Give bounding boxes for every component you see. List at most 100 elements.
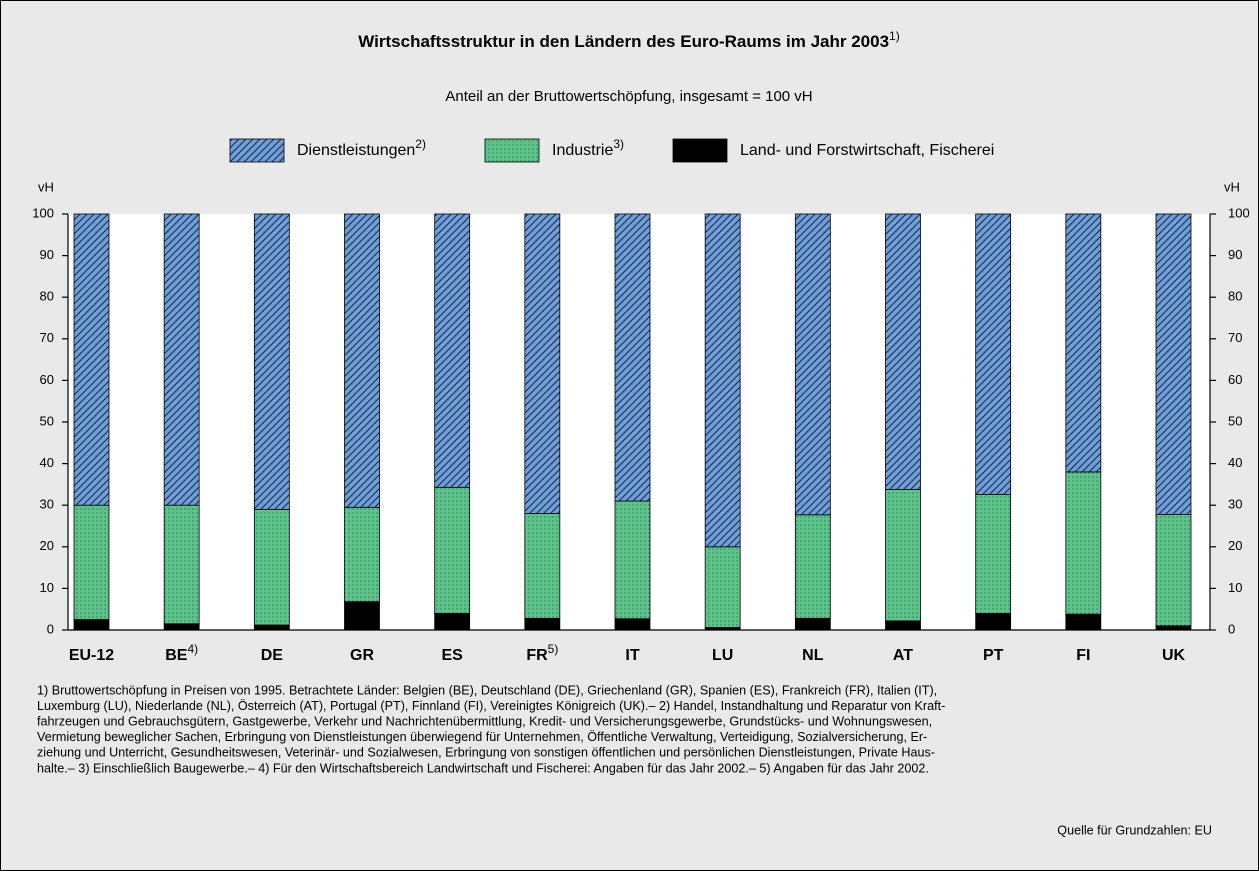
bar-segment [614, 618, 651, 631]
bar-segment [1155, 625, 1192, 631]
category-name: FI [1076, 647, 1090, 664]
bar-segment [253, 624, 290, 631]
title-text: Wirtschaftsstruktur in den Ländern des E… [358, 32, 889, 51]
x-tick-label: BE4) [165, 642, 198, 664]
bar-segment [73, 213, 110, 506]
title-footnote: 1) [889, 29, 900, 43]
y2-axis-label: vH [1224, 179, 1240, 194]
category-name: UK [1162, 647, 1186, 664]
category-name: PT [983, 647, 1004, 664]
y-tick-label: 60 [40, 372, 54, 387]
x-tick-label: IT [625, 647, 639, 664]
category-name: BE [165, 647, 188, 664]
bar-segment [524, 213, 561, 514]
bar-segment [73, 619, 110, 631]
footnote-line: fahrzeugen und Gebrauchsgütern, Gastgewe… [37, 715, 932, 729]
category-name: DE [261, 647, 284, 664]
bar-segment [163, 623, 200, 631]
y2-tick-label: 70 [1228, 330, 1242, 345]
y-axis-label: vH [38, 179, 54, 194]
bar-segment [704, 213, 741, 548]
legend-label: Dienstleistungen2) [297, 137, 426, 159]
bar-segment [524, 513, 561, 619]
bar-segment [73, 504, 110, 621]
bar-segment [1065, 471, 1102, 615]
y-tick-label: 40 [40, 455, 54, 470]
bar-segment [434, 486, 471, 614]
y2-tick-label: 20 [1228, 538, 1242, 553]
subtitle: Anteil an der Bruttowertschöpfung, insge… [445, 88, 812, 105]
category-footnote: 5) [548, 642, 559, 656]
legend-name: Land- und Forstwirtschaft, Fischerei [740, 142, 994, 159]
footnote-line: 1) Bruttowertschöpfung in Preisen von 19… [37, 683, 937, 697]
footnote-line: halte.– 3) Einschließlich Baugewerbe.– 4… [37, 761, 929, 775]
bar-segment [794, 617, 831, 631]
x-tick-label: LU [712, 647, 733, 664]
bar-segment [163, 504, 200, 625]
y2-tick-label: 0 [1228, 621, 1235, 636]
legend-name: Dienstleistungen [297, 142, 415, 159]
category-name: GR [350, 647, 374, 664]
legend-footnote: 2) [415, 137, 426, 151]
category-name: NL [802, 647, 824, 664]
y2-tick-label: 100 [1228, 205, 1250, 220]
bar-segment [794, 213, 831, 516]
x-tick-label: AT [893, 647, 913, 664]
y-tick-label: 30 [40, 497, 54, 512]
x-tick-label: FI [1076, 647, 1090, 664]
y2-tick-label: 90 [1228, 247, 1242, 262]
category-name: FR [526, 647, 548, 664]
bar-segment [794, 514, 831, 619]
bar-segment [975, 612, 1012, 631]
bar-segment [344, 506, 380, 603]
x-tick-label: ES [441, 647, 463, 664]
y2-tick-label: 40 [1228, 455, 1242, 470]
bar-segment [434, 213, 471, 488]
category-name: AT [893, 647, 913, 664]
legend-swatch [229, 138, 285, 163]
bar-segment [885, 213, 921, 490]
bar-segment [614, 500, 651, 620]
bar-segment [885, 488, 921, 622]
footnote-line: Vermietung beweglicher Sachen, Erbringun… [37, 730, 927, 744]
x-tick-label: EU-12 [69, 647, 114, 664]
bar-segment [1065, 213, 1102, 473]
bar-segment [1155, 213, 1192, 515]
category-name: EU-12 [69, 647, 114, 664]
bar-segment [524, 617, 561, 631]
x-tick-label: UK [1162, 647, 1186, 664]
bar-segment [614, 213, 651, 502]
x-tick-label: GR [350, 647, 374, 664]
x-tick-label: DE [261, 647, 284, 664]
source: Quelle für Grundzahlen: EU [1057, 823, 1212, 837]
x-tick-label: PT [983, 647, 1004, 664]
y2-tick-label: 60 [1228, 372, 1242, 387]
bar-segment [344, 601, 380, 631]
bar-segment [163, 213, 200, 506]
bar-segment [1065, 613, 1102, 631]
y-tick-label: 50 [40, 413, 54, 428]
legend-name: Industrie [552, 142, 613, 159]
bar-segment [434, 612, 471, 631]
y2-tick-label: 30 [1228, 497, 1242, 512]
y-tick-label: 80 [40, 289, 54, 304]
category-name: LU [712, 647, 733, 664]
bar-segment [344, 213, 380, 508]
bar-segment [253, 213, 290, 510]
y-tick-label: 0 [47, 621, 54, 636]
chart-title: Wirtschaftsstruktur in den Ländern des E… [358, 29, 899, 51]
y2-tick-label: 80 [1228, 289, 1242, 304]
legend-label: Industrie3) [552, 137, 624, 159]
y2-tick-label: 10 [1228, 580, 1242, 595]
x-tick-label: FR5) [526, 642, 558, 664]
footnote-line: ziehung und Unterricht, Gesundheitswesen… [37, 746, 935, 760]
category-name: IT [625, 647, 639, 664]
bar-segment [253, 508, 290, 626]
legend-footnote: 3) [613, 137, 624, 151]
bar-segment [885, 620, 921, 631]
y-tick-label: 100 [32, 205, 54, 220]
bar-segment [704, 546, 741, 628]
legend-label: Land- und Forstwirtschaft, Fischerei [740, 142, 994, 159]
y-tick-label: 90 [40, 247, 54, 262]
